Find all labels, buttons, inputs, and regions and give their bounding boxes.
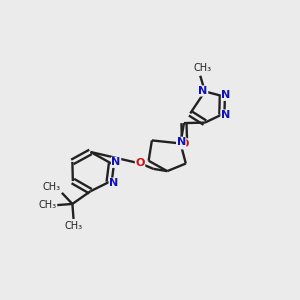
Text: N: N (112, 158, 121, 167)
Text: CH₃: CH₃ (43, 182, 61, 192)
Text: N: N (177, 137, 186, 147)
Text: N: N (198, 86, 208, 96)
Text: CH₃: CH₃ (38, 200, 56, 210)
Text: CH₃: CH₃ (194, 63, 211, 73)
Text: O: O (135, 158, 145, 168)
Text: N: N (221, 110, 230, 120)
Text: CH₃: CH₃ (64, 221, 82, 231)
Text: O: O (180, 139, 189, 149)
Text: N: N (109, 178, 119, 188)
Text: N: N (221, 90, 231, 100)
